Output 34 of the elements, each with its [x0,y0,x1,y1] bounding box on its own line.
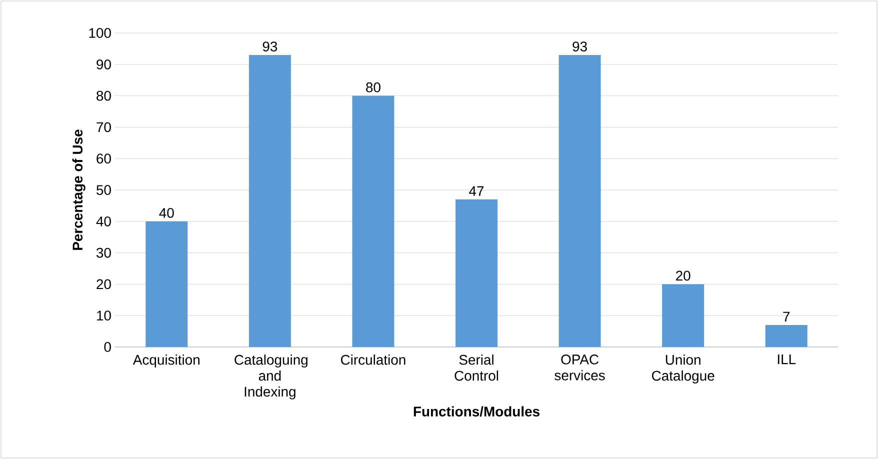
data-label: 93 [262,42,278,52]
y-tick-label: 100 [89,28,111,38]
y-tick-label: 10 [97,310,111,321]
y-tick-label: 60 [96,154,111,164]
y-tick-label: 90 [96,59,111,70]
x-tick-label: OPAC services [554,354,605,380]
y-tick-label: 0 [104,342,111,352]
x-tick-label: Acquisition [132,354,200,368]
y-tick-label: 70 [96,122,111,132]
data-label: 7 [783,312,790,322]
bar [765,325,808,347]
bar [352,96,394,347]
bar [662,284,704,347]
data-label: 20 [676,270,690,281]
y-tick-label: 80 [96,90,111,101]
data-label: 47 [469,186,484,196]
x-tick-label: Circulation [340,354,406,365]
y-tick-label: 30 [96,248,111,258]
bar [146,221,188,347]
bar [558,54,601,347]
x-tick-label: ILL [778,354,796,364]
y-tick-label: 40 [96,216,111,226]
bar [248,54,291,347]
data-label: 80 [366,82,380,92]
y-axis-title: Percentage of Use [72,130,86,250]
y-tick-label: 50 [96,185,111,195]
y-tick-label: 20 [96,279,111,290]
bar [456,199,498,347]
x-tick-label: Union Catalogue [652,354,714,384]
data-label: 40 [159,208,174,218]
x-tick-label: Cataloguing and Indexing [234,354,308,400]
data-label: 93 [572,42,587,52]
x-tick-label: Serial Control [454,354,498,381]
x-axis-title: Functions/Modules [414,406,540,417]
